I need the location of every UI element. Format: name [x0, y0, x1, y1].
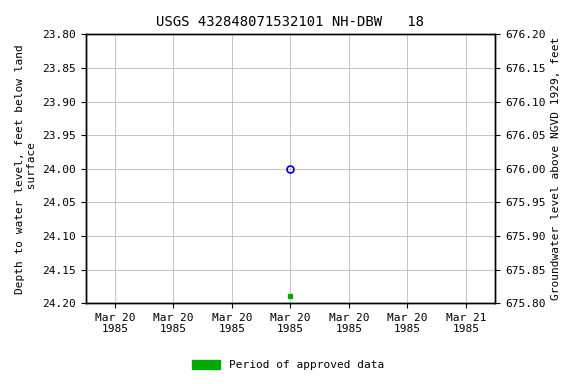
Title: USGS 432848071532101 NH-DBW   18: USGS 432848071532101 NH-DBW 18	[157, 15, 425, 29]
Y-axis label: Groundwater level above NGVD 1929, feet: Groundwater level above NGVD 1929, feet	[551, 37, 561, 300]
Y-axis label: Depth to water level, feet below land
 surface: Depth to water level, feet below land su…	[15, 44, 37, 294]
Legend: Period of approved data: Period of approved data	[188, 356, 388, 375]
